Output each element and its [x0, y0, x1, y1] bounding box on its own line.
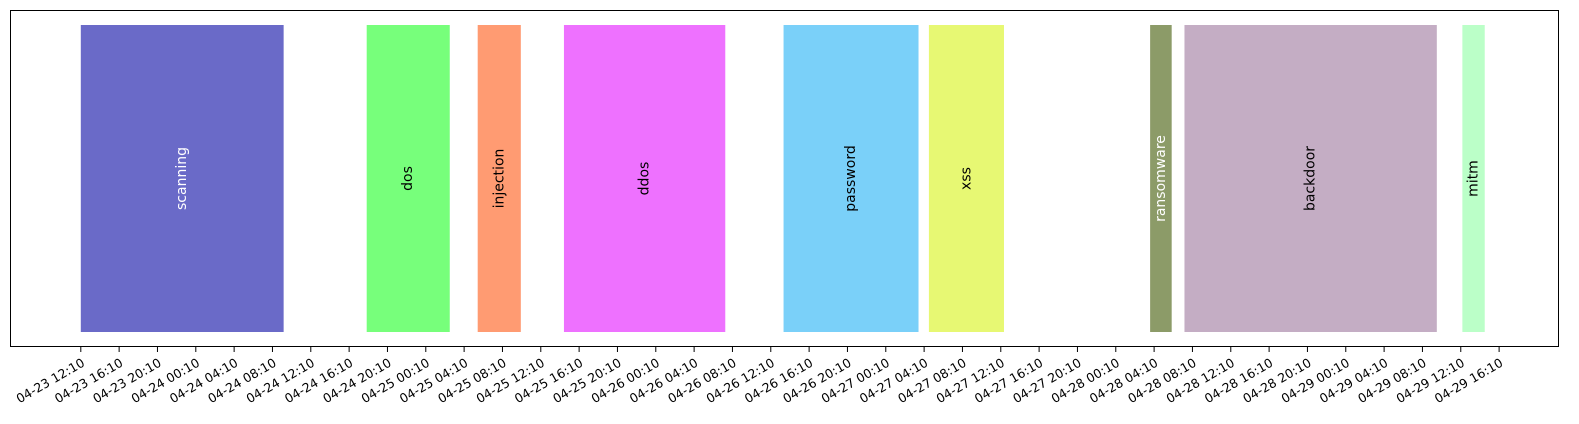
- event-bars: scanning dos injection ddos password xss ranso…: [80, 25, 1485, 332]
- event-label-ransomware: ransomware: [1153, 135, 1169, 222]
- event-bar-password: [783, 25, 919, 332]
- event-bar-ransomware: [1150, 25, 1172, 332]
- event-bar-xss: [928, 25, 1004, 332]
- event-label-ddos: ddos: [637, 162, 653, 196]
- event-label-scanning: scanning: [174, 147, 190, 210]
- event-label-dos: dos: [400, 166, 416, 191]
- event-label-mitm: mitm: [1466, 160, 1482, 197]
- event-label-injection: injection: [491, 149, 507, 209]
- event-label-password: password: [843, 145, 859, 211]
- event-bar-ddos: [563, 25, 726, 332]
- event-bar-scanning: [80, 25, 284, 332]
- event-bar-backdoor: [1184, 25, 1437, 332]
- event-bar-dos: [366, 25, 450, 332]
- event-label-backdoor: backdoor: [1303, 146, 1319, 211]
- event-bar-mitm: [1462, 25, 1485, 332]
- event-label-xss: xss: [958, 167, 974, 190]
- event-bar-injection: [477, 25, 521, 332]
- plot-frame: [10, 10, 1559, 347]
